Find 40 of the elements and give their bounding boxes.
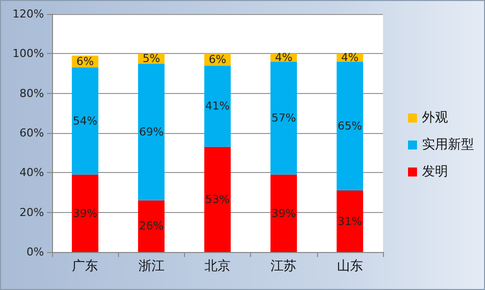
data-label: 5% [142,52,160,66]
bar [270,174,297,252]
data-label: 54% [72,114,98,128]
data-label: 39% [72,206,98,220]
bar [72,68,98,175]
data-label: 26% [139,220,164,233]
y-tick-label: 120% [12,8,44,20]
legend-label: 外观 [422,110,448,126]
legend-label: 实用新型 [422,138,474,152]
bar [72,174,98,252]
data-label: 6% [76,55,94,68]
x-tick-label: 广东 [72,259,98,274]
data-label: 69% [139,126,164,139]
data-label: 6% [208,53,226,66]
data-label: 53% [205,192,230,206]
bar [336,62,364,191]
data-label: 4% [341,51,359,64]
data-label: 65% [338,120,362,133]
bar [336,190,364,252]
y-tick-label: 80% [20,86,44,100]
y-tick-label: 60% [20,126,44,140]
bar [138,200,165,252]
x-tick-label: 浙江 [138,259,164,274]
bar [204,146,231,252]
data-label: 39% [271,206,296,220]
data-label: 57% [271,112,296,125]
legend-label: 发明 [422,164,448,180]
y-tick-label: 20% [20,206,44,219]
bar [138,64,165,200]
data-label: 31% [338,214,362,228]
x-tick-label: 山东 [336,259,363,274]
x-tick-label: 江苏 [270,259,297,274]
data-label: 4% [274,51,292,64]
y-tick-label: 100% [12,47,44,60]
y-tick-label: 0% [26,246,44,258]
data-label: 41% [205,100,230,113]
x-tick-label: 北京 [204,259,230,274]
bar [270,62,297,175]
y-tick-label: 40% [20,166,44,180]
bar [204,66,231,147]
